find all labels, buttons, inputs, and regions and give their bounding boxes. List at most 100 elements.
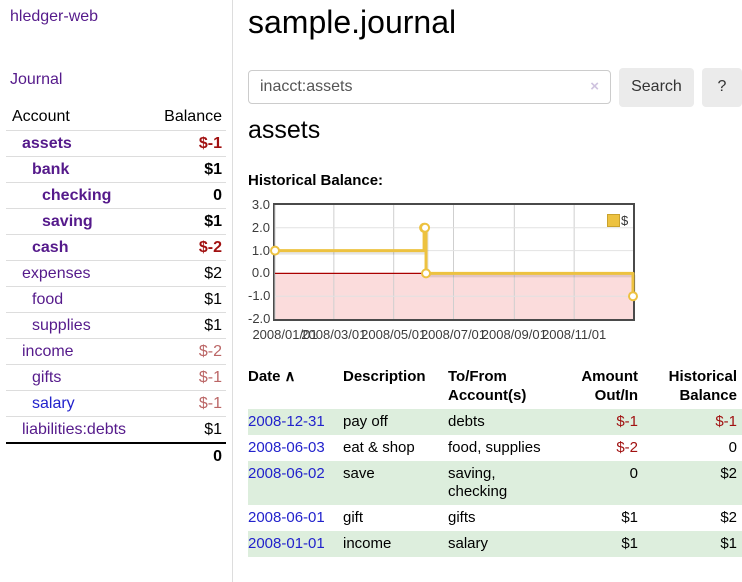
sidebar-account-link[interactable]: checking (42, 187, 112, 204)
account-row: liabilities:debts $1 (6, 416, 226, 444)
transaction-description: income (343, 535, 392, 552)
transaction-description: gift (343, 509, 364, 526)
register-header-row: Date ∧ Description To/From Account(s) Amo… (248, 362, 742, 409)
sidebar-account-link[interactable]: assets (22, 135, 72, 152)
sidebar-account-link[interactable]: income (22, 343, 74, 360)
register-header-accounts: To/From Account(s) (448, 368, 527, 404)
account-balance: $-2 (198, 239, 222, 256)
transaction-amount: $-2 (616, 439, 638, 456)
chart-plot-area (270, 203, 638, 321)
help-button[interactable]: ? (701, 67, 742, 107)
register-header-date[interactable]: Date ∧ (248, 368, 296, 385)
transaction-description: eat & shop (343, 439, 415, 456)
sidebar: hledger-web Journal Account Balance asse… (0, 0, 233, 582)
transaction-date-link[interactable]: 2008-12-31 (248, 413, 325, 430)
y-axis-label: 0.0 (251, 265, 270, 281)
legend-series-name: $ (621, 213, 629, 228)
x-axis-label: 2008/05/01 (361, 327, 427, 342)
transaction-amount: $1 (621, 509, 638, 526)
register-row: 2008-01-01 income salary $1 $1 (248, 531, 742, 557)
x-axis-label: 2008/07/01 (420, 327, 487, 342)
account-balance: $1 (204, 161, 222, 178)
account-row: supplies $1 (6, 312, 226, 339)
clear-search-icon[interactable]: × (590, 78, 599, 95)
sidebar-account-link[interactable]: salary (32, 395, 75, 412)
search-button[interactable]: Search (619, 67, 694, 107)
transaction-date-link[interactable]: 2008-06-03 (248, 439, 325, 456)
sidebar-item-journal[interactable]: Journal (10, 71, 63, 88)
transaction-balance: 0 (728, 439, 737, 456)
account-row: assets $-1 (6, 130, 226, 157)
search-input-wrap: × (248, 70, 611, 104)
transaction-date-link[interactable]: 2008-06-02 (248, 465, 325, 482)
y-axis-label: -1.0 (248, 288, 271, 304)
legend-swatch-icon (607, 214, 620, 227)
x-axis-label: 2008/01/01 (252, 327, 318, 342)
accounts-total-row: 0 (6, 443, 226, 469)
account-row: gifts $-1 (6, 364, 226, 391)
register-row: 2008-06-02 save saving, checking 0 $2 (248, 461, 742, 505)
search-input[interactable] (248, 70, 611, 104)
register-header-amount: Amount Out/In (581, 368, 638, 404)
register-table: Date ∧ Description To/From Account(s) Amo… (248, 362, 742, 557)
transaction-balance: $2 (720, 465, 737, 482)
account-balance: $-1 (198, 135, 222, 152)
sidebar-account-link[interactable]: bank (32, 161, 70, 178)
brand-link[interactable]: hledger-web (10, 8, 99, 25)
sidebar-account-link[interactable]: expenses (22, 265, 91, 282)
transaction-accounts: salary (448, 535, 489, 552)
transaction-balance: $-1 (715, 413, 737, 430)
account-balance: 0 (213, 187, 222, 204)
transaction-date-link[interactable]: 2008-01-01 (248, 535, 325, 552)
account-balance: $2 (204, 265, 222, 282)
sort-asc-icon: ∧ (284, 368, 296, 385)
y-axis-label: 3.0 (251, 197, 270, 212)
account-balance: $1 (204, 317, 222, 334)
sidebar-account-link[interactable]: food (32, 291, 64, 308)
account-row: salary $-1 (6, 390, 226, 417)
register-header-balance: Historical Balance (668, 368, 737, 404)
x-axis-label: 2008/09/01 (481, 327, 547, 342)
account-row: expenses $2 (6, 260, 226, 287)
account-row: food $1 (6, 286, 226, 313)
sidebar-account-link[interactable]: liabilities:debts (22, 421, 127, 438)
transaction-amount: $-1 (616, 413, 638, 430)
account-row: income $-2 (6, 338, 226, 365)
account-balance: $1 (204, 213, 222, 230)
y-axis-label: -2.0 (248, 311, 271, 326)
sidebar-account-link[interactable]: cash (32, 239, 69, 256)
sidebar-account-link[interactable]: supplies (32, 317, 91, 334)
transaction-amount: 0 (629, 465, 638, 482)
account-balance: $-1 (198, 369, 222, 386)
transaction-accounts: food, supplies (448, 439, 541, 456)
chart-title: Historical Balance: (248, 172, 384, 189)
sidebar-account-link[interactable]: saving (42, 213, 93, 230)
register-row: 2008-06-03 eat & shop food, supplies $-2 0 (248, 435, 742, 461)
sidebar-account-link[interactable]: gifts (32, 369, 62, 386)
page-title: sample.journal (248, 4, 457, 40)
register-row: 2008-12-31 pay off debts $-1 $-1 (248, 409, 742, 435)
accounts-table: Account Balance assets $-1 bank $1 checking 0… (6, 104, 226, 469)
transaction-amount: $1 (621, 535, 638, 552)
main-content: sample.journal × Search ? assets Histori… (248, 0, 742, 582)
register-row: 2008-06-01 gift gifts $1 $2 (248, 505, 742, 531)
transaction-balance: $2 (720, 509, 737, 526)
account-balance: $-1 (198, 395, 222, 412)
y-axis-label: 2.0 (251, 219, 270, 235)
account-balance: $-2 (198, 343, 222, 360)
historical-balance-chart: 3.0 2.0 1.0 0.0 -1.0 -2.0 2008/01/01 2008/03/01… (248, 198, 742, 348)
transaction-description: pay off (343, 413, 388, 430)
chart-legend: $ (607, 213, 628, 228)
account-row: bank $1 (6, 156, 226, 183)
account-row: cash $-2 (6, 234, 226, 261)
account-row: saving $1 (6, 208, 226, 235)
accounts-header-balance: Balance (164, 108, 222, 125)
account-heading: assets (248, 116, 321, 144)
accounts-total-balance: 0 (213, 448, 222, 465)
accounts-header-account: Account (12, 108, 70, 125)
transaction-accounts: debts (448, 413, 485, 430)
x-axis-label: 2008/11/01 (542, 327, 607, 342)
search-form: × Search ? (248, 67, 742, 107)
transaction-date-link[interactable]: 2008-06-01 (248, 509, 325, 526)
x-axis-label: 2008/03/01 (301, 327, 367, 342)
